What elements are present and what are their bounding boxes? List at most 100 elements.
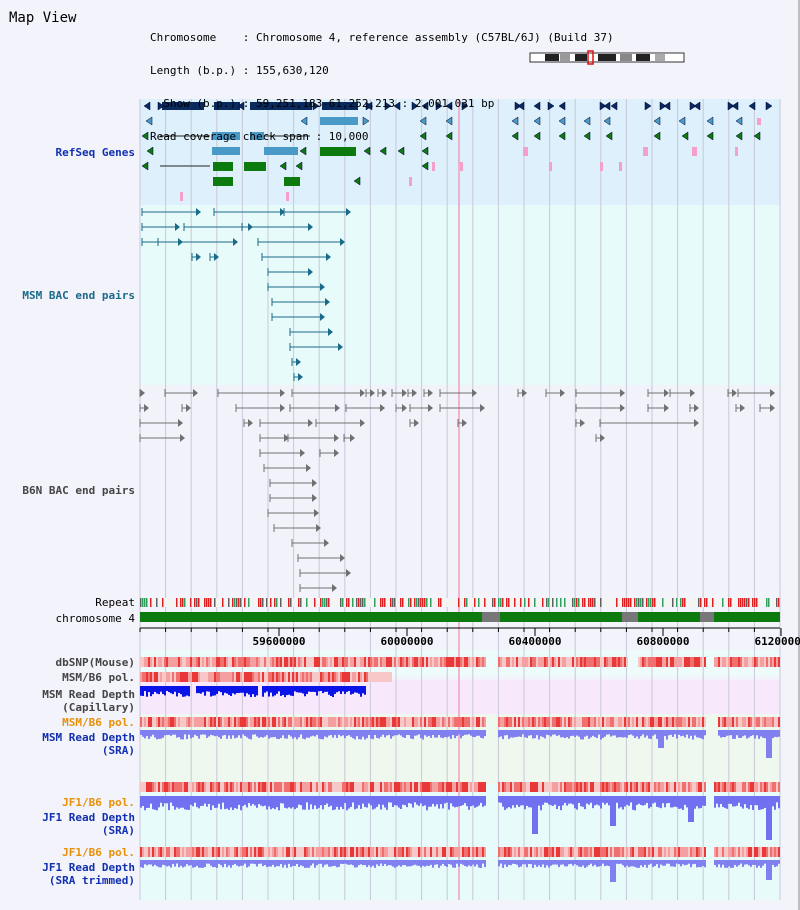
- msm-sra-depth-bar: [668, 730, 670, 736]
- jf1-pol-strip: [310, 782, 312, 792]
- jf1-pol2-strip: [362, 847, 364, 857]
- msm-pol-strip: [250, 672, 252, 682]
- dbsnp-strip: [728, 657, 730, 667]
- jf1-sra-depth-bar: [730, 796, 732, 804]
- msm-sra-depth-bar: [176, 730, 178, 738]
- track-label-jf1-pol-2[interactable]: JF1/B6 pol.: [62, 846, 135, 859]
- msm-pol2-strip: [588, 717, 590, 727]
- track-label-msm-b6-pol-1[interactable]: MSM/B6 pol.: [62, 671, 135, 684]
- jf1-pol-strip: [546, 782, 548, 792]
- jf1-sra-depth-bar: [776, 796, 778, 803]
- msm-sra-depth-bar: [266, 730, 268, 736]
- refseq-pink-mark: [409, 177, 412, 186]
- msm-sra-depth-bar: [484, 730, 486, 737]
- jf1-pol-strip: [474, 782, 476, 792]
- msm-sra-depth-bar: [414, 730, 416, 736]
- msm-sra-depth-bar: [500, 730, 502, 737]
- msm-pol2-strip: [520, 717, 522, 727]
- refseq-arrow: [605, 131, 613, 141]
- msm-pol2-strip: [374, 717, 376, 727]
- dbsnp-strip: [592, 657, 594, 667]
- msm-sra-depth-bar: [432, 730, 434, 735]
- jf1-pol-strip: [544, 782, 546, 792]
- msm-pol-strip: [306, 672, 308, 682]
- jf1-pol2-strip: [268, 847, 270, 857]
- msm-capillary-depth-bar: [150, 686, 152, 697]
- b6n-bac-pair-end: [300, 449, 305, 457]
- refseq-arrow: [141, 161, 149, 171]
- track-label-msm-bac[interactable]: MSM BAC end pairs: [22, 289, 135, 302]
- jf1-pol-strip: [528, 782, 530, 792]
- jf1-trimmed-depth-bar: [756, 860, 758, 868]
- jf1-pol2-strip: [164, 847, 166, 857]
- jf1-pol-strip: [626, 782, 628, 792]
- jf1-pol2-strip: [254, 847, 256, 857]
- msm-pol2-strip: [430, 717, 432, 727]
- msm-sra-depth-bar: [634, 730, 636, 738]
- msm-sra-depth-bar: [746, 730, 748, 739]
- jf1-trimmed-depth-bar: [198, 860, 200, 868]
- dbsnp-strip: [174, 657, 176, 667]
- jf1-sra-depth-bar: [652, 796, 654, 804]
- msm-sra-depth-bar: [764, 730, 766, 739]
- jf1-trimmed-depth-bar: [352, 860, 354, 866]
- track-label-msm-depth-sra[interactable]: MSM Read Depth (SRA): [42, 731, 135, 757]
- jf1-sra-depth-bar: [564, 796, 566, 803]
- track-label-refseq[interactable]: RefSeq Genes: [55, 146, 135, 159]
- refseq-arrow: [659, 101, 667, 111]
- jf1-pol-strip: [326, 782, 328, 792]
- jf1-pol-strip: [662, 782, 664, 792]
- track-label-b6n-bac[interactable]: B6N BAC end pairs: [22, 484, 135, 497]
- jf1-pol2-strip: [582, 847, 584, 857]
- jf1-pol-strip: [318, 782, 320, 792]
- dbsnp-strip: [186, 657, 188, 667]
- jf1-pol2-strip: [148, 847, 150, 857]
- dbsnp-strip: [508, 657, 510, 667]
- msm-bac-pair-end: [340, 238, 345, 246]
- jf1-trimmed-depth-bar: [668, 860, 670, 864]
- jf1-trimmed-depth-bar: [192, 860, 194, 868]
- dbsnp-strip: [410, 657, 412, 667]
- msm-pol-strip: [278, 672, 280, 682]
- track-label-msm-b6-pol-2[interactable]: MSM/B6 pol.: [62, 716, 135, 729]
- jf1-sra-depth-bar: [234, 796, 236, 809]
- track-label-chromosome[interactable]: chromosome 4: [55, 612, 135, 625]
- msm-pol-strip: [236, 672, 238, 682]
- msm-sra-depth-bar: [762, 730, 764, 738]
- track-label-jf1-pol-1[interactable]: JF1/B6 pol.: [62, 796, 135, 809]
- msm-pol2-strip: [182, 717, 184, 727]
- dbsnp-strip: [370, 657, 372, 667]
- jf1-pol2-strip: [548, 847, 550, 857]
- track-label-repeat[interactable]: Repeat: [95, 596, 135, 609]
- repeat-mark: [706, 598, 708, 607]
- jf1-pol-strip: [652, 782, 654, 792]
- jf1-sra-depth-bar: [682, 796, 684, 810]
- refseq-arrow: [511, 131, 519, 141]
- track-label-msm-depth-capillary[interactable]: MSM Read Depth (Capillary): [42, 688, 135, 714]
- track-label-dbsnp[interactable]: dbSNP(Mouse): [55, 656, 135, 669]
- jf1-pol-strip: [150, 782, 152, 792]
- jf1-sra-depth-bar: [526, 796, 528, 806]
- msm-pol-strip: [160, 672, 162, 682]
- jf1-pol-strip: [484, 782, 486, 792]
- dbsnp-strip: [440, 657, 442, 667]
- jf1-pol2-strip: [352, 847, 354, 857]
- track-label-jf1-depth-trimmed[interactable]: JF1 Read Depth (SRA trimmed): [42, 861, 135, 887]
- msm-pol-strip: [314, 672, 316, 682]
- jf1-sra-depth-bar: [160, 796, 162, 803]
- repeat-mark: [180, 598, 182, 607]
- msm-sra-depth-bar: [222, 730, 224, 736]
- jf1-trimmed-depth-bar: [390, 860, 392, 866]
- b6n-bac-pair-end: [770, 389, 775, 397]
- jf1-pol-strip: [384, 782, 386, 792]
- track-label-jf1-depth-sra[interactable]: JF1 Read Depth (SRA): [42, 811, 135, 837]
- msm-capillary-depth-bar: [286, 686, 288, 696]
- jf1-sra-depth-bar: [608, 796, 610, 806]
- jf1-pol-strip: [740, 782, 742, 792]
- jf1-pol2-strip: [328, 847, 330, 857]
- b6n-bac-pair-end: [428, 389, 433, 397]
- dbsnp-strip: [226, 657, 228, 667]
- jf1-pol-strip: [302, 782, 304, 792]
- msm-pol2-strip: [456, 717, 458, 727]
